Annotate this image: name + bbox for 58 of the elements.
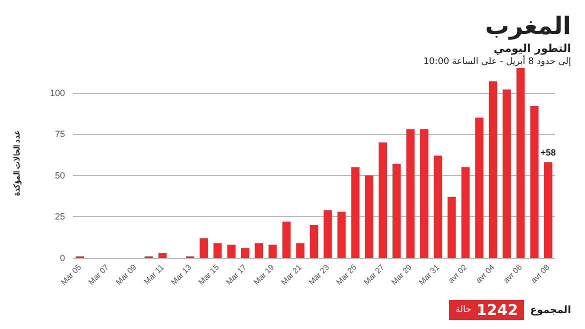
y-tick-label: 0 [60,253,65,263]
data-label: +58 [540,148,556,158]
bar [241,248,250,258]
bar [406,129,415,258]
x-tick-label: Mar 13 [169,262,194,287]
y-tick-label: 100 [50,88,65,98]
bar [488,81,498,258]
chart-subtitle: التطور اليومي [494,42,571,55]
bar [502,89,511,258]
text: 1242 [476,301,518,319]
bar [392,164,401,258]
x-tick-label: avr 06 [502,262,524,285]
y-tick-label: 75 [54,129,65,140]
x-tick-label: avr 08 [529,262,552,285]
x-tick-label: Mar 31 [417,262,442,287]
x-tick-label: Mar 15 [196,262,222,287]
bar [254,243,264,258]
bar [158,253,167,258]
x-tick-label: avr 04 [474,262,497,285]
bar [282,222,291,258]
x-tick-label: Mar 19 [252,262,276,287]
bar [434,156,442,258]
bar [337,212,346,258]
bar [530,106,538,258]
chart-title: المغرب [485,12,571,40]
x-tick-label: Mar 05 [59,262,84,287]
x-tick-label: Mar 29 [390,262,414,287]
bar [268,244,277,258]
x-tick-label: avr 02 [446,262,470,285]
x-tick-label: Mar 21 [279,262,304,287]
y-axis-title: عدد الحالات المؤكدة [12,130,22,196]
bar [475,118,484,258]
x-tick-label: Mar 11 [142,262,166,286]
bar [378,142,387,258]
x-tick-label: Mar 17 [224,262,249,287]
bar [324,210,332,258]
bar [544,162,552,258]
bar [296,243,304,258]
bar [364,175,374,258]
bar [516,68,525,258]
x-tick-label: Mar 23 [307,262,332,287]
bar [448,196,456,258]
text: إلى حدود 8 أبريل - على الساعة 10:00 [423,57,571,67]
y-tick-label: 50 [54,170,65,180]
bar [200,238,208,258]
text: حالة [455,305,472,315]
bar [461,167,470,258]
x-tick-label: Mar 07 [86,262,111,287]
y-tick-label: 25 [54,212,65,222]
text: المجموع [530,304,571,316]
bar [420,129,428,258]
x-tick-label: Mar 09 [114,262,139,287]
x-tick-label: Mar 27 [362,262,386,287]
bar [227,244,236,258]
bar [351,167,360,258]
bar [213,243,222,258]
x-tick-label: Mar 25 [334,262,359,287]
bar [310,224,318,258]
